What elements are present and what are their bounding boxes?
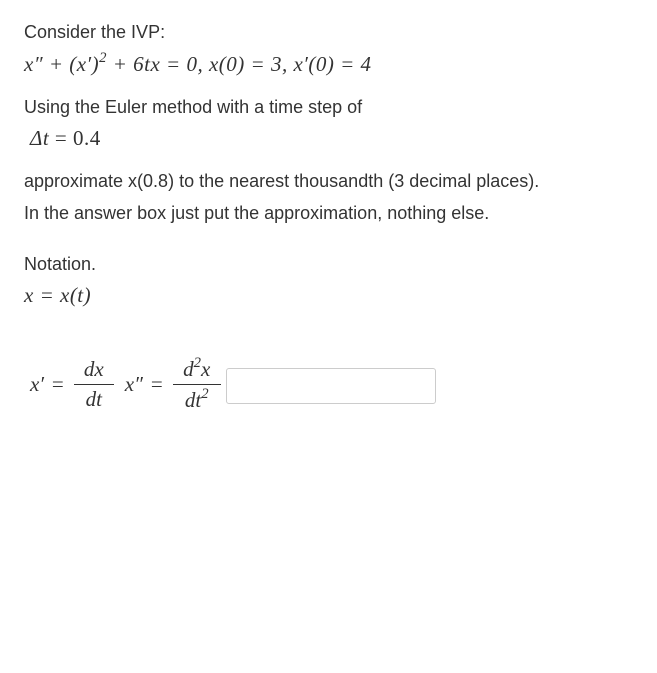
xpp-num-d: d: [183, 357, 194, 381]
xpp-fraction: d2x dt2: [173, 356, 221, 413]
xprime-fraction: dx dt: [74, 357, 114, 412]
xpp-denominator: dt2: [181, 385, 213, 413]
dt-value: 0.4: [73, 126, 101, 150]
approx-text-2: In the answer box just put the approxima…: [24, 201, 633, 226]
delta-t-equation: Δt = 0.4: [30, 126, 633, 151]
using-text: Using the Euler method with a time step …: [24, 95, 633, 120]
xpp-den-dt: dt: [185, 388, 201, 412]
approx-text-1: approximate x(0.8) to the nearest thousa…: [24, 169, 633, 194]
xpp-lhs: x″: [125, 372, 143, 397]
equals-sign: =: [151, 372, 163, 397]
intro-text: Consider the IVP:: [24, 20, 633, 45]
xpp-numerator: d2x: [179, 356, 214, 384]
xprime-numerator: dx: [80, 357, 108, 384]
equals-sign: =: [52, 372, 64, 397]
xprime-lhs: x′: [30, 372, 44, 397]
xpp-num-x: x: [201, 357, 210, 381]
answer-input[interactable]: [226, 368, 436, 404]
x-equals-xt: x = x(t): [24, 283, 633, 308]
xdoubleprime-definition: x″ = d2x dt2: [125, 356, 221, 413]
xpp-num-exp: 2: [194, 355, 201, 371]
ivp-exponent: 2: [99, 50, 107, 66]
xprime-denominator: dt: [82, 385, 106, 412]
ivp-equation: x″ + (x′)2 + 6tx = 0, x(0) = 3, x′(0) = …: [24, 51, 633, 77]
ivp-lhs: x″ + (x′): [24, 52, 99, 76]
xprime-definition: x′ = dx dt: [30, 357, 114, 412]
xpp-den-exp: 2: [201, 386, 208, 402]
notation-heading: Notation.: [24, 252, 633, 277]
dt-equals: =: [55, 126, 73, 150]
dt-lhs: Δt: [30, 126, 55, 150]
ivp-rest: + 6tx = 0, x(0) = 3, x′(0) = 4: [107, 52, 372, 76]
